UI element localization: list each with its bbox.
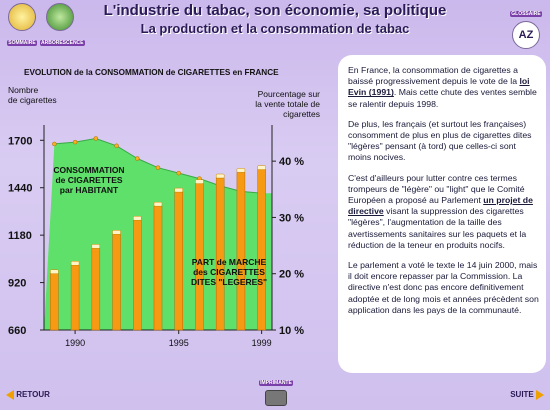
right-axis-label-line: cigarettes: [283, 109, 320, 119]
consumption-point: [93, 136, 99, 141]
right-axis-label-line: la vente totale de: [255, 99, 320, 109]
paragraph-4: Le parlement a voté le texte le 14 juin …: [348, 260, 539, 315]
left-tick-label: 1440: [8, 183, 32, 195]
sommaire-button[interactable]: SOMMAIRE: [2, 2, 42, 46]
loi-evin-link[interactable]: loi Evin (1991): [348, 76, 530, 98]
light-share-bar: [236, 172, 246, 331]
chart: EVOLUTION de la CONSOMMATION de CIGARETT…: [4, 55, 330, 373]
paragraph-2: De plus, les français (et surtout les fr…: [348, 118, 532, 163]
print-label: IMPRIMANTE: [259, 380, 293, 386]
suite-button[interactable]: SUITE: [510, 390, 544, 400]
light-share-bar-cap: [70, 261, 80, 266]
p1-text-b: . Mais cette chute des ventes semble se …: [348, 87, 537, 109]
x-tick-label: 1990: [65, 338, 85, 348]
x-tick-label: 1995: [169, 338, 189, 348]
consumption-point: [114, 143, 119, 149]
light-share-bar: [133, 219, 142, 331]
light-share-bar: [50, 273, 59, 331]
header: SOMMAIRE ARBORESCENCE L'industrie du tab…: [0, 0, 550, 49]
area-label-line: de CIGARETTES: [55, 175, 122, 185]
consumption-point: [176, 170, 181, 176]
chart-title: EVOLUTION de la CONSOMMATION de CIGARETT…: [24, 68, 279, 77]
footer: RETOUR IMPRIMANTE SUITE: [0, 378, 550, 410]
light-share-bar-cap: [215, 173, 225, 179]
consumption-point: [72, 139, 78, 145]
left-axis-label-line: de cigarettes: [8, 95, 57, 105]
arrow-left-icon: [6, 390, 14, 400]
light-share-bar: [215, 177, 225, 331]
x-tick-label: 1999: [252, 338, 272, 348]
glossaire-label: GLOSSAIRE: [510, 11, 542, 17]
left-axis-label-line: Nombre: [8, 85, 39, 95]
p3-text-b: visant la suppression des cigarettes "lé…: [348, 206, 527, 250]
left-tick-label: 1700: [8, 135, 32, 147]
light-share-bar-cap: [153, 201, 163, 207]
light-share-bar: [112, 234, 121, 331]
light-share-bar-cap: [133, 215, 142, 221]
light-share-bar-cap: [50, 269, 59, 274]
p1-text-a: En France, la consommation de cigarettes…: [348, 65, 520, 87]
light-share-bar-cap: [236, 168, 246, 173]
consumption-chart: EVOLUTION de la CONSOMMATION de CIGARETT…: [8, 68, 321, 348]
glossaire-button[interactable]: GLOSSAIRE AZ: [506, 2, 546, 49]
right-tick-label: 30 %: [279, 212, 304, 224]
suite-label: SUITE: [510, 390, 534, 400]
sommaire-label: SOMMAIRE: [7, 40, 37, 46]
retour-button[interactable]: RETOUR: [6, 390, 50, 400]
arborescence-label: ARBORESCENCE: [40, 40, 85, 46]
p3-text-a: C'est d'ailleurs pour lutter contre ces …: [348, 172, 525, 206]
retour-label: RETOUR: [16, 390, 50, 400]
page-subtitle: La production et la consommation de taba…: [140, 21, 410, 36]
glossary-az-icon: AZ: [512, 21, 540, 49]
light-share-bar: [153, 205, 163, 331]
projet-directive-link[interactable]: un projet de directive: [348, 195, 533, 217]
arborescence-button[interactable]: ARBORESCENCE: [40, 2, 85, 46]
house-icon: [8, 3, 36, 31]
light-share-bar: [174, 191, 183, 331]
light-share-bar: [91, 248, 101, 331]
text-panel: En France, la consommation de cigarettes…: [338, 55, 546, 373]
light-share-bar: [257, 169, 266, 331]
right-tick-label: 10 %: [279, 325, 304, 337]
light-share-bar-cap: [91, 244, 101, 249]
area-label-line: CONSOMMATION: [53, 165, 124, 175]
printer-icon: [265, 390, 287, 406]
consumption-point: [52, 141, 57, 147]
left-tick-label: 920: [8, 278, 26, 290]
print-button[interactable]: IMPRIMANTE: [256, 371, 296, 406]
right-tick-label: 40 %: [279, 156, 304, 168]
consumption-point: [155, 165, 161, 170]
tree-icon: [46, 3, 74, 31]
right-tick-label: 20 %: [279, 269, 304, 281]
light-share-bar: [70, 265, 80, 331]
arrow-right-icon: [536, 390, 544, 400]
light-share-bar-cap: [257, 165, 266, 170]
light-share-bar-cap: [174, 187, 183, 193]
light-share-bar-cap: [112, 230, 121, 235]
left-tick-label: 660: [8, 325, 26, 337]
paragraph-3: C'est d'ailleurs pour lutter contre ces …: [348, 173, 540, 251]
left-tick-label: 1180: [8, 230, 32, 242]
bar-label-line: DITES "LEGERES": [191, 277, 267, 287]
area-label-line: par HABITANT: [60, 185, 119, 195]
paragraph-1: En France, la consommation de cigarettes…: [348, 65, 540, 110]
bar-label-line: des CIGARETTES: [193, 267, 265, 277]
page-title: L'industrie du tabac, son économie, sa p…: [103, 2, 447, 19]
light-share-bar-cap: [195, 179, 204, 184]
consumption-point: [135, 156, 140, 161]
right-axis-label-line: Pourcentage sur: [258, 89, 321, 99]
bar-label-line: PART de MARCHE: [192, 257, 267, 267]
